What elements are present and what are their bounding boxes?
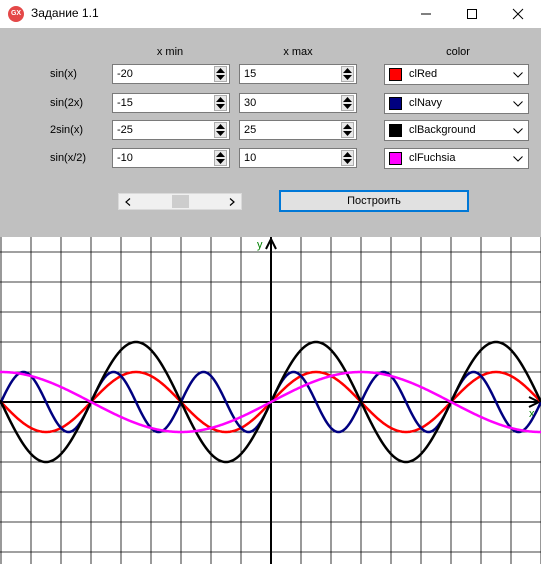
spin-down-icon xyxy=(216,104,225,109)
xmax-spin-sinx2[interactable]: 10 xyxy=(239,148,357,168)
x-axis-arrow xyxy=(528,396,541,408)
xmin-value: -10 xyxy=(117,152,133,164)
spin-down-icon xyxy=(216,131,225,136)
spin-up-icon xyxy=(216,152,225,157)
chevron-down-icon xyxy=(513,128,523,134)
y-axis-arrow xyxy=(265,237,277,250)
xmin-value: -15 xyxy=(117,97,133,109)
chevron-down-icon xyxy=(513,156,523,162)
spin-down-icon xyxy=(343,75,352,80)
spin-arrows[interactable] xyxy=(341,122,354,138)
maximize-button[interactable] xyxy=(449,0,495,28)
spin-up-icon xyxy=(343,152,352,157)
color-swatch xyxy=(389,124,402,137)
color-swatch xyxy=(389,97,402,110)
x-axis-label: x xyxy=(529,408,535,420)
spin-arrows[interactable] xyxy=(214,95,227,111)
graph-canvas: y x xyxy=(0,237,541,564)
spin-up-icon xyxy=(216,124,225,129)
row-label-2sinx: 2sin(x) xyxy=(50,124,84,136)
color-name: clFuchsia xyxy=(409,152,456,164)
header-xmin: x min xyxy=(156,46,184,58)
xmax-value: 30 xyxy=(244,97,257,109)
header-xmax: x max xyxy=(283,46,313,58)
scroll-thumb[interactable] xyxy=(172,195,189,208)
scroll-left-icon[interactable] xyxy=(125,198,131,206)
color-select-sinx[interactable]: clRed xyxy=(384,64,529,85)
build-button[interactable]: Построить xyxy=(279,190,469,212)
spin-arrows[interactable] xyxy=(214,66,227,82)
row-label-sin2x: sin(2x) xyxy=(50,97,84,109)
color-name: clNavy xyxy=(409,97,443,109)
spin-up-icon xyxy=(216,97,225,102)
xmax-spin-sinx[interactable]: 15 xyxy=(239,64,357,84)
close-icon xyxy=(512,8,524,20)
spin-down-icon xyxy=(216,75,225,80)
xmax-spin-sin2x[interactable]: 30 xyxy=(239,93,357,113)
curve-sinx2 xyxy=(0,370,541,434)
spin-up-icon xyxy=(216,68,225,73)
row-label-sinx: sin(x) xyxy=(50,68,77,80)
chevron-down-icon xyxy=(513,101,523,107)
close-button[interactable] xyxy=(495,0,541,28)
spin-up-icon xyxy=(343,124,352,129)
xmin-spin-sinx[interactable]: -20 xyxy=(112,64,230,84)
spin-up-icon xyxy=(343,68,352,73)
color-name: clRed xyxy=(409,68,438,80)
xmin-value: -20 xyxy=(117,68,133,80)
color-swatch xyxy=(389,152,402,165)
header-color: color xyxy=(446,46,470,58)
control-panel: x min x max color sin(x) -20 15 clRed si… xyxy=(0,28,541,237)
spin-arrows[interactable] xyxy=(214,150,227,166)
maximize-icon xyxy=(467,9,477,19)
color-select-sin2x[interactable]: clNavy xyxy=(384,93,529,114)
spin-up-icon xyxy=(343,97,352,102)
curves xyxy=(0,340,541,464)
xmin-spin-sinx2[interactable]: -10 xyxy=(112,148,230,168)
scroll-right-icon[interactable] xyxy=(229,198,235,206)
xmax-value: 10 xyxy=(244,152,257,164)
window-title: Задание 1.1 xyxy=(31,6,99,20)
xmax-value: 25 xyxy=(244,124,257,136)
spin-arrows[interactable] xyxy=(214,122,227,138)
color-name: clBackground xyxy=(409,124,476,136)
xmin-spin-sin2x[interactable]: -15 xyxy=(112,93,230,113)
minimize-button[interactable] xyxy=(403,0,449,28)
spin-down-icon xyxy=(343,104,352,109)
y-axis-label: y xyxy=(257,239,263,251)
title-bar: GX Задание 1.1 xyxy=(0,0,541,28)
chevron-down-icon xyxy=(513,72,523,78)
spin-arrows[interactable] xyxy=(341,150,354,166)
spin-arrows[interactable] xyxy=(341,66,354,82)
color-select-sinx2[interactable]: clFuchsia xyxy=(384,148,529,169)
xmax-value: 15 xyxy=(244,68,257,80)
xmin-spin-2sinx[interactable]: -25 xyxy=(112,120,230,140)
xmin-value: -25 xyxy=(117,124,133,136)
horizontal-scrollbar[interactable] xyxy=(118,193,242,210)
xmax-spin-2sinx[interactable]: 25 xyxy=(239,120,357,140)
spin-down-icon xyxy=(343,159,352,164)
minimize-icon xyxy=(421,13,431,15)
app-icon: GX xyxy=(8,6,24,22)
spin-arrows[interactable] xyxy=(341,95,354,111)
spin-down-icon xyxy=(343,131,352,136)
color-swatch xyxy=(389,68,402,81)
row-label-sinx2: sin(x/2) xyxy=(50,152,87,164)
spin-down-icon xyxy=(216,159,225,164)
color-select-2sinx[interactable]: clBackground xyxy=(384,120,529,141)
